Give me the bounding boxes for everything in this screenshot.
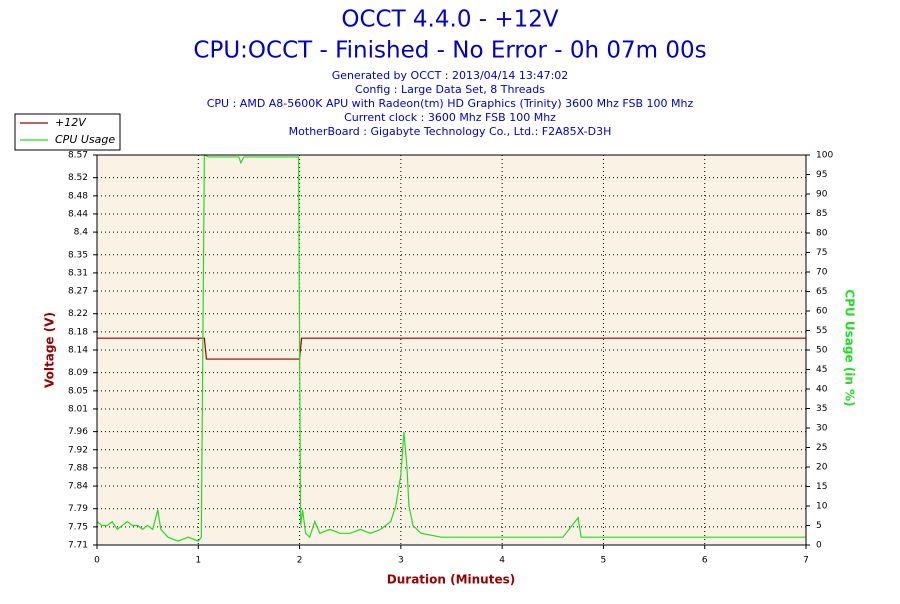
legend-label: CPU Usage — [55, 133, 115, 146]
y2-tick-label: 5 — [816, 521, 822, 531]
y-tick-label: 7.88 — [68, 463, 88, 473]
x-tick-label: 3 — [398, 556, 404, 566]
x-tick-label: 5 — [601, 556, 607, 566]
y2-tick-label: 0 — [816, 541, 822, 551]
y-tick-label: 8.57 — [68, 151, 88, 161]
y2-axis-label: CPU Usage (in %) — [843, 289, 857, 406]
plot-area — [97, 155, 806, 545]
y2-tick-label: 85 — [816, 209, 827, 219]
y-tick-label: 8.44 — [68, 209, 88, 219]
plot-border — [96, 154, 807, 546]
x-tick-label: 4 — [499, 556, 505, 566]
y2-tick-label: 30 — [816, 424, 828, 434]
y2-tick-label: 100 — [816, 151, 833, 161]
y-tick-label: 8.4 — [74, 228, 89, 238]
y-tick-label: 8.48 — [68, 191, 88, 201]
y-tick-label: 8.52 — [68, 173, 88, 183]
x-tick-label: 0 — [94, 556, 100, 566]
y2-tick-label: 70 — [816, 268, 828, 278]
y2-tick-label: 45 — [816, 365, 827, 375]
y-tick-label: 7.84 — [68, 482, 88, 492]
y-tick-label: 8.31 — [68, 268, 88, 278]
y2-tick-label: 40 — [816, 385, 828, 395]
y2-tick-label: 65 — [816, 287, 827, 297]
y-tick-label: 8.01 — [68, 404, 88, 414]
y2-tick-label: 95 — [816, 170, 827, 180]
y-tick-label: 8.18 — [68, 327, 88, 337]
y-tick-label: 8.09 — [68, 368, 88, 378]
y2-tick-label: 35 — [816, 404, 827, 414]
y2-tick-label: 25 — [816, 443, 827, 453]
y2-tick-label: 75 — [816, 248, 827, 258]
y-tick-label: 7.75 — [68, 522, 88, 532]
chart-title: OCCT 4.4.0 - +12V — [341, 7, 559, 33]
y2-tick-label: 90 — [816, 190, 828, 200]
info-line: Generated by OCCT : 2013/04/14 13:47:02 — [332, 69, 569, 82]
legend-label: +12V — [55, 116, 87, 129]
y-tick-label: 8.05 — [68, 386, 88, 396]
x-tick-label: 6 — [702, 556, 708, 566]
y-tick-label: 7.79 — [68, 504, 88, 514]
y2-tick-label: 80 — [816, 229, 828, 239]
y2-tick-label: 50 — [816, 346, 828, 356]
info-line: CPU : AMD A8-5600K APU with Radeon(tm) H… — [207, 97, 694, 110]
y-tick-label: 8.27 — [68, 287, 88, 297]
y-axis-label: Voltage (V) — [43, 312, 57, 388]
y2-tick-label: 15 — [816, 482, 827, 492]
info-line: Config : Large Data Set, 8 Threads — [355, 83, 545, 96]
x-tick-label: 7 — [803, 556, 809, 566]
chart-subtitle: CPU:OCCT - Finished - No Error - 0h 07m … — [193, 38, 706, 64]
x-tick-label: 1 — [195, 556, 201, 566]
series-line — [96, 154, 806, 542]
y2-tick-label: 10 — [816, 502, 828, 512]
y-tick-label: 7.92 — [68, 445, 88, 455]
y-tick-label: 7.96 — [68, 427, 88, 437]
y-tick-label: 8.22 — [68, 309, 88, 319]
legend-box — [14, 113, 121, 151]
y-tick-label: 7.71 — [68, 541, 88, 551]
x-tick-label: 2 — [297, 556, 303, 566]
info-line: Current clock : 3600 Mhz FSB 100 Mhz — [344, 111, 556, 124]
x-axis-label: Duration (Minutes) — [387, 573, 515, 587]
y-tick-label: 8.35 — [68, 250, 88, 260]
y2-tick-label: 55 — [816, 326, 827, 336]
y2-tick-label: 60 — [816, 307, 828, 317]
y2-tick-label: 20 — [816, 463, 828, 473]
y-tick-label: 8.14 — [68, 346, 88, 356]
series-line — [97, 337, 806, 360]
info-line: MotherBoard : Gigabyte Technology Co., L… — [289, 125, 612, 138]
